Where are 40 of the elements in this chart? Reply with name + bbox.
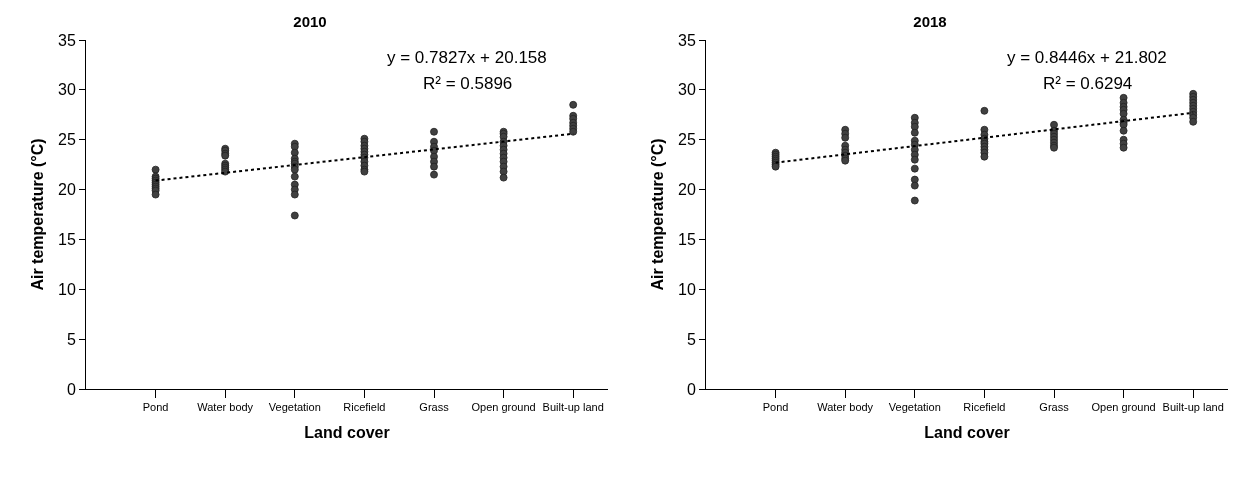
y-tick-label: 30: [58, 81, 76, 99]
y-tick-label: 35: [678, 31, 696, 49]
x-tick-label: Ricefield: [963, 401, 1006, 414]
annotation: y = 0.7827x + 20.158: [387, 48, 547, 67]
y-tick-label: 25: [58, 131, 76, 149]
x-tick-label: Built-up land: [542, 401, 604, 414]
y-axis-title: Air temperature (°C): [28, 138, 46, 291]
annotation: R² = 0.5896: [423, 74, 513, 93]
y-tick-label: 25: [678, 131, 696, 149]
y-tick-label: 10: [678, 280, 696, 298]
y-tick-label: 20: [678, 181, 696, 199]
y-tick-label: 5: [686, 330, 696, 348]
x-tick-label: Pond: [142, 401, 169, 414]
y-tick-label: 30: [678, 81, 696, 99]
x-tick-label: Vegetation: [888, 401, 941, 414]
annotation: y = 0.8446x + 21.802: [1007, 48, 1167, 67]
chart-title: 2010: [293, 13, 327, 31]
y-tick-label: 0: [66, 380, 76, 398]
y-tick-label: 0: [686, 380, 696, 398]
x-tick-label: Grass: [1039, 401, 1070, 414]
x-tick-label: Water body: [197, 401, 254, 414]
x-axis-title: Land cover: [304, 423, 390, 441]
y-tick-label: 35: [58, 31, 76, 49]
x-tick-label: Pond: [762, 401, 789, 414]
x-tick-label: Built-up land: [1162, 401, 1224, 414]
x-tick-label: Water body: [817, 401, 874, 414]
y-axis-title: Air temperature (°C): [648, 138, 666, 291]
x-tick-label: Grass: [419, 401, 450, 414]
annotation: R² = 0.6294: [1043, 74, 1133, 93]
y-tick-label: 20: [58, 181, 76, 199]
x-tick-label: Vegetation: [268, 401, 321, 414]
x-tick-label: Open ground: [1091, 401, 1156, 414]
x-axis-title: Land cover: [924, 423, 1010, 441]
y-tick-label: 10: [58, 280, 76, 298]
y-tick-label: 5: [66, 330, 76, 348]
y-tick-label: 15: [58, 231, 76, 249]
y-tick-label: 15: [678, 231, 696, 249]
chart-title: 2018: [913, 13, 947, 31]
x-tick-label: Ricefield: [343, 401, 386, 414]
x-tick-label: Open ground: [471, 401, 536, 414]
